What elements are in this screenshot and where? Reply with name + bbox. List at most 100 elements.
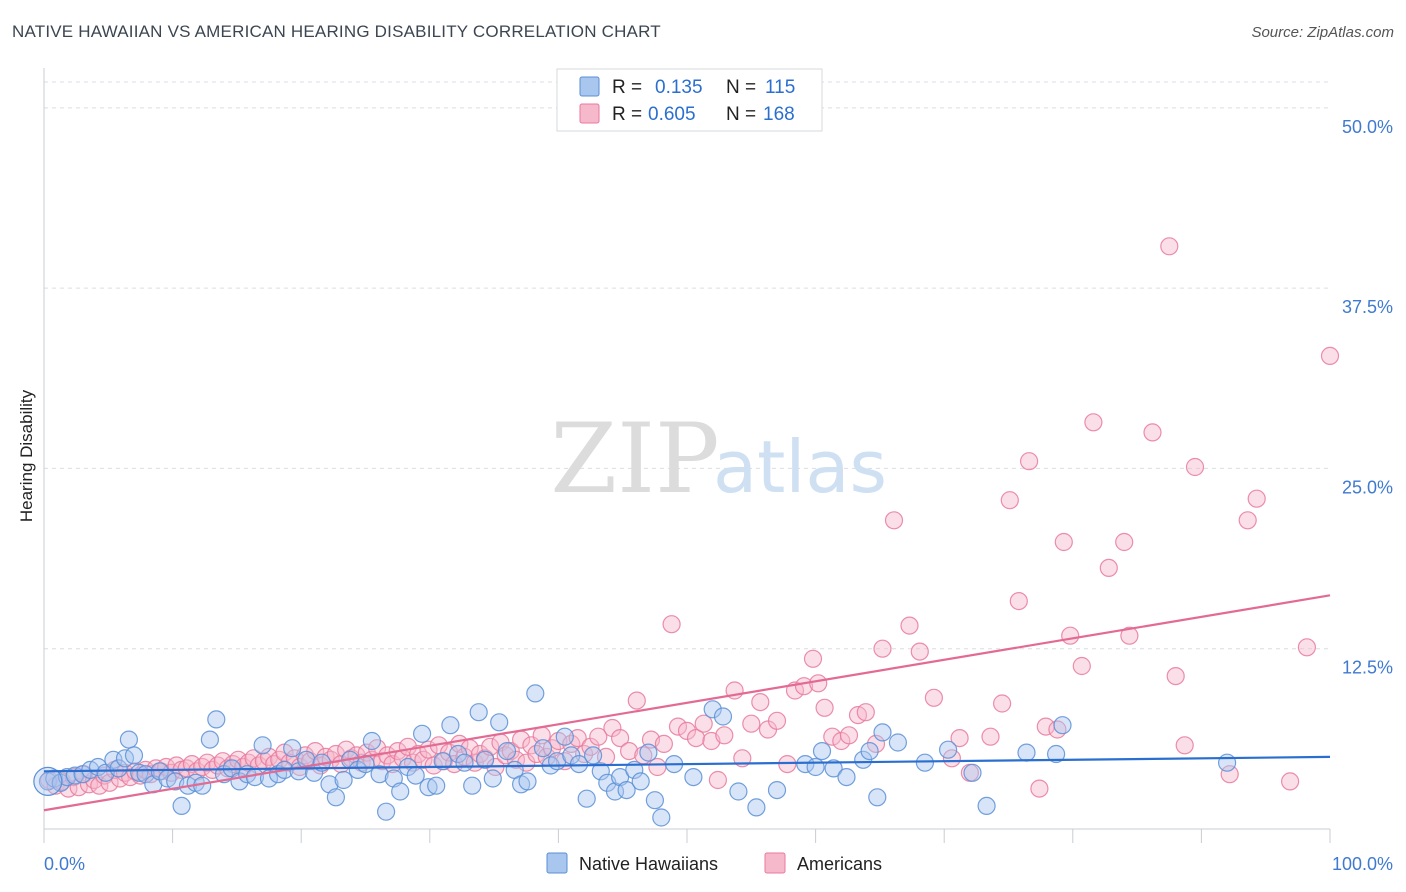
americans-point-114 xyxy=(662,615,681,634)
native-hawaiians-point-89 xyxy=(684,767,703,787)
native-hawaiians-point-90 xyxy=(703,700,722,719)
americans-point-74 xyxy=(424,756,443,775)
americans-point-167 xyxy=(1185,457,1205,477)
y-tick-label-2: 37.5% xyxy=(1342,297,1393,317)
americans-point-146 xyxy=(950,728,969,748)
native-hawaiians-point-42 xyxy=(334,770,353,790)
trend-lines xyxy=(43,594,1331,812)
americans-point-107 xyxy=(610,728,630,748)
native-hawaiians-point-25 xyxy=(207,710,226,729)
americans-point-142 xyxy=(900,616,919,635)
native-hawaiians-point-69 xyxy=(526,684,545,703)
bottom-legend: Native Hawaiians Americans xyxy=(546,852,882,874)
legend-swatch-blue xyxy=(579,76,600,97)
y-tick-label-3: 50.0% xyxy=(1342,117,1393,137)
americans-point-133 xyxy=(815,698,834,717)
legend-r-value-2: 0.605 xyxy=(648,104,696,125)
native-hawaiians-point-87 xyxy=(652,808,671,827)
native-hawaiians-point-82 xyxy=(617,780,636,800)
legend-n-label-1: N = xyxy=(726,77,756,98)
native-hawaiians-point-68 xyxy=(518,772,537,791)
native-hawaiians-point-41 xyxy=(326,788,345,807)
watermark: ZIP atlas xyxy=(550,403,887,515)
axes xyxy=(43,68,1331,843)
legend-swatch-pink xyxy=(579,103,600,124)
watermark-zip: ZIP xyxy=(550,403,719,515)
series-native-hawaiians-points xyxy=(33,684,1237,827)
grid-lines xyxy=(44,81,1330,650)
native-hawaiians-point-62 xyxy=(476,750,495,769)
americans-point-71 xyxy=(409,744,428,764)
legend-n-value-2: 168 xyxy=(763,104,795,125)
native-hawaiians-point-76 xyxy=(577,789,596,808)
americans-point-148 xyxy=(981,727,1000,746)
native-hawaiians-point-106 xyxy=(938,740,958,759)
americans-point-166 xyxy=(1175,736,1194,755)
native-hawaiians-point-102 xyxy=(868,788,887,807)
native-hawaiians-point-96 xyxy=(806,757,825,777)
americans-point-172 xyxy=(1297,638,1317,657)
americans-point-139 xyxy=(866,734,886,754)
native-hawaiians-point-78 xyxy=(591,762,610,781)
americans-point-163 xyxy=(1143,423,1162,442)
americans-point-150 xyxy=(1000,491,1019,510)
x-tick-label-0: 0.0% xyxy=(44,854,85,874)
native-hawaiians-point-111 xyxy=(1053,716,1072,735)
native-hawaiians-point-95 xyxy=(796,754,815,774)
americans-point-161 xyxy=(1115,532,1134,552)
legend-n-value-1: 115 xyxy=(765,77,795,98)
native-hawaiians-point-24 xyxy=(200,730,219,749)
native-hawaiians-point-14 xyxy=(130,763,149,782)
watermark-atlas: atlas xyxy=(713,425,887,509)
native-hawaiians-point-35 xyxy=(283,739,302,758)
native-hawaiians-point-86 xyxy=(645,791,665,810)
native-hawaiians-point-77 xyxy=(583,746,603,765)
americans-point-160 xyxy=(1099,558,1118,578)
x-tick-label-1: 100.0% xyxy=(1332,854,1393,874)
americans-point-72 xyxy=(414,750,433,769)
americans-point-173 xyxy=(1320,346,1340,365)
bottom-legend-americans: Americans xyxy=(797,854,882,874)
native-hawaiians-point-103 xyxy=(873,723,892,742)
americans-point-151 xyxy=(1009,591,1028,611)
legend-r-label-2: R = xyxy=(612,104,642,125)
native-hawaiians-point-99 xyxy=(837,767,856,787)
native-hawaiians-point-105 xyxy=(915,753,935,772)
americans-point-164 xyxy=(1160,237,1179,256)
americans-point-101 xyxy=(568,728,587,748)
native-hawaiians-point-31 xyxy=(253,736,272,755)
americans-point-89 xyxy=(501,741,520,761)
native-hawaiians-point-98 xyxy=(824,759,843,778)
native-hawaiians-point-57 xyxy=(441,716,460,735)
native-hawaiians-point-73 xyxy=(555,727,574,746)
native-hawaiians-point-13 xyxy=(124,746,144,765)
native-hawaiians-point-48 xyxy=(377,802,396,821)
native-hawaiians-point-60 xyxy=(463,776,482,795)
americans-point-125 xyxy=(751,692,770,712)
americans-point-120 xyxy=(708,770,728,790)
native-hawaiians-point-53 xyxy=(413,724,432,743)
legend-box xyxy=(556,68,823,132)
native-hawaiians-point-110 xyxy=(1046,744,1066,764)
americans-point-145 xyxy=(942,749,962,768)
native-hawaiians-point-65 xyxy=(497,741,517,761)
americans-point-104 xyxy=(589,727,608,746)
native-hawaiians-point-12 xyxy=(119,730,138,749)
native-hawaiians-point-10 xyxy=(109,759,128,778)
native-hawaiians-point-101 xyxy=(860,741,879,761)
americans-point-169 xyxy=(1238,511,1257,530)
americans-point-131 xyxy=(803,649,823,668)
bottom-legend-swatch-pink xyxy=(764,852,786,874)
native-hawaiians-point-104 xyxy=(888,733,908,752)
native-hawaiians-point-large xyxy=(33,766,63,797)
americans-point-113 xyxy=(654,734,674,754)
legend-r-label-1: R = xyxy=(612,77,642,98)
americans-point-156 xyxy=(1054,532,1073,552)
native-hawaiians-point-91 xyxy=(713,707,733,726)
native-hawaiians-point-70 xyxy=(533,739,553,758)
americans-point-143 xyxy=(910,642,929,661)
americans-point-115 xyxy=(668,717,688,736)
native-hawaiians-point-50 xyxy=(391,782,410,801)
native-hawaiians-point-109 xyxy=(1017,743,1036,762)
